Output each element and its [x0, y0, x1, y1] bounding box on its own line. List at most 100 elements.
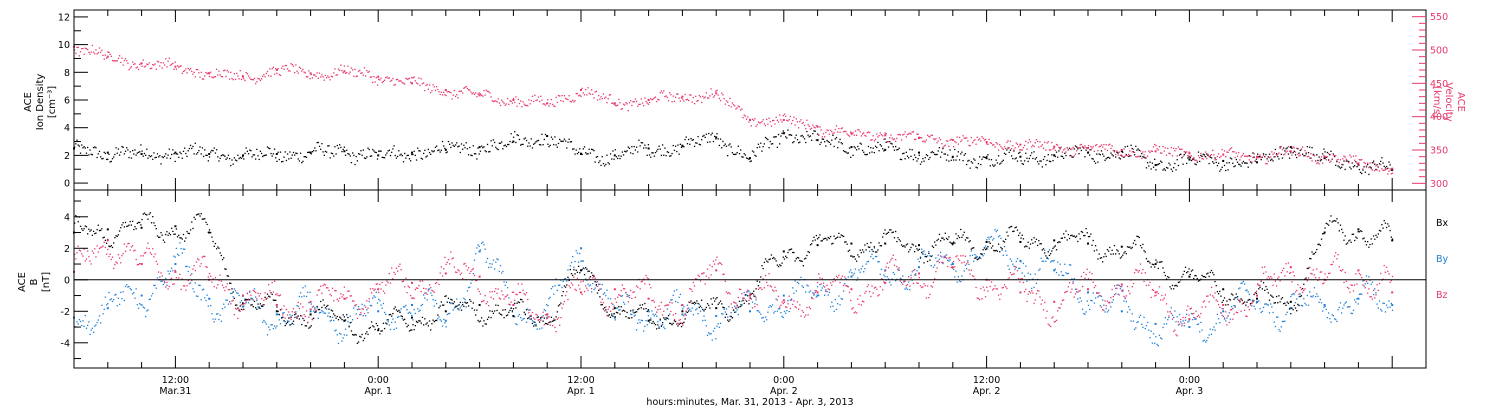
bz-data-point	[1053, 300, 1056, 303]
legend-bx: Bx	[1436, 218, 1449, 229]
time-tick-label: 12:00	[973, 375, 1000, 386]
bz-data-point	[1391, 291, 1394, 294]
density-data-point	[343, 150, 346, 153]
bx-data-point	[681, 310, 684, 313]
density-axis-ticks: 0 2 4 6 8 10 12	[58, 12, 88, 190]
velocity-data-point	[647, 99, 650, 101]
bz-data-point	[1222, 303, 1225, 306]
bx-data-point	[106, 228, 109, 231]
by-data-point	[377, 310, 380, 313]
density-data-point	[1120, 150, 1123, 153]
by-data-point	[749, 310, 751, 313]
bx-point-cloud	[74, 212, 1394, 345]
bx-data-point	[343, 319, 346, 322]
by-data-point	[1323, 303, 1326, 306]
bz-data-point	[546, 313, 549, 316]
bx-data-point	[411, 316, 413, 319]
by-data-point	[580, 247, 582, 250]
bz-data-point	[106, 239, 109, 242]
bz-data-point	[580, 291, 582, 294]
density-data-point	[951, 155, 954, 158]
density-series	[73, 129, 1394, 176]
by-data-point	[444, 319, 447, 322]
velocity-data-point	[174, 65, 177, 68]
density-data-point	[478, 146, 481, 149]
bx-data-point	[1323, 231, 1326, 234]
field-legend: Bx By Bz	[1436, 218, 1449, 301]
bx-data-point	[1019, 240, 1022, 243]
density-tick-label: 4	[64, 123, 70, 134]
bx-data-point	[613, 307, 616, 310]
date-tick-label: Apr. 1	[567, 386, 595, 397]
bz-data-point	[242, 294, 244, 297]
density-data-point	[512, 140, 515, 143]
bz-data-point	[343, 297, 346, 300]
legend-bz: Bz	[1436, 290, 1448, 301]
bz-data-point	[444, 272, 447, 275]
bz-data-point	[377, 288, 380, 291]
velocity-axis-ticks: 300 350 400 450 500 550	[1412, 12, 1448, 190]
by-data-point	[884, 269, 887, 272]
bx-data-point	[1391, 239, 1394, 242]
velocity-axis-label-line-3: [km/s]	[1431, 86, 1442, 118]
velocity-data-point	[444, 89, 447, 91]
bx-data-point	[478, 303, 481, 306]
density-data-point	[816, 139, 819, 142]
density-data-point	[1289, 146, 1292, 149]
bx-data-point	[512, 315, 515, 318]
field-axis-label-line-2: B	[29, 278, 40, 285]
density-axis-label-line-2: Ion Density	[35, 74, 46, 131]
bz-data-point	[647, 297, 650, 300]
density-tick-label: 6	[64, 96, 70, 107]
velocity-data-point	[208, 72, 211, 75]
velocity-data-point	[985, 141, 988, 143]
by-data-point	[411, 303, 413, 306]
legend-by: By	[1436, 254, 1449, 265]
velocity-data-point	[1019, 143, 1022, 146]
bz-point-cloud	[74, 241, 1394, 337]
time-tick-label: 0:00	[368, 375, 389, 386]
bx-data-point	[715, 307, 718, 310]
by-data-point	[1188, 326, 1191, 329]
bz-data-point	[309, 300, 312, 303]
bx-data-point	[1357, 228, 1360, 231]
velocity-data-point	[884, 134, 887, 137]
density-data-point	[1019, 155, 1022, 158]
velocity-data-point	[140, 62, 143, 65]
by-data-point	[715, 315, 718, 318]
velocity-data-point	[343, 70, 346, 73]
velocity-data-point	[782, 119, 785, 121]
density-data-point	[444, 148, 447, 151]
velocity-axis-label: ACE Velocity [km/s]	[1431, 82, 1466, 121]
bz-data-point	[715, 269, 718, 272]
bx-data-point	[275, 310, 278, 313]
density-data-point	[1154, 164, 1157, 167]
by-data-point	[1222, 310, 1225, 313]
density-tick-label: 12	[58, 12, 70, 23]
bz-data-point	[816, 291, 819, 294]
by-data-point	[1120, 310, 1123, 313]
density-data-point	[884, 148, 887, 151]
velocity-data-point	[850, 132, 853, 135]
density-tick-label: 2	[64, 151, 70, 162]
density-data-point	[1188, 158, 1191, 161]
by-data-point	[309, 310, 312, 313]
by-data-point	[1019, 259, 1022, 262]
field-axis-label-line-3: [nT]	[41, 272, 52, 292]
density-data-point	[242, 154, 244, 157]
by-data-point	[1391, 303, 1394, 306]
density-data-point	[613, 154, 616, 157]
density-tick-label: 8	[64, 68, 70, 79]
bx-data-point	[444, 310, 447, 313]
bz-data-point	[951, 266, 954, 269]
by-data-point	[782, 294, 785, 297]
date-tick-label: Apr. 3	[1176, 386, 1204, 397]
bx-data-point	[782, 250, 785, 253]
velocity-data-point	[1289, 150, 1292, 153]
velocity-data-point	[1391, 167, 1394, 170]
density-data-point	[918, 151, 920, 154]
velocity-tick-label: 400	[1430, 112, 1448, 123]
velocity-data-point	[512, 99, 515, 101]
velocity-data-point	[715, 92, 718, 95]
bx-data-point	[1087, 242, 1089, 245]
